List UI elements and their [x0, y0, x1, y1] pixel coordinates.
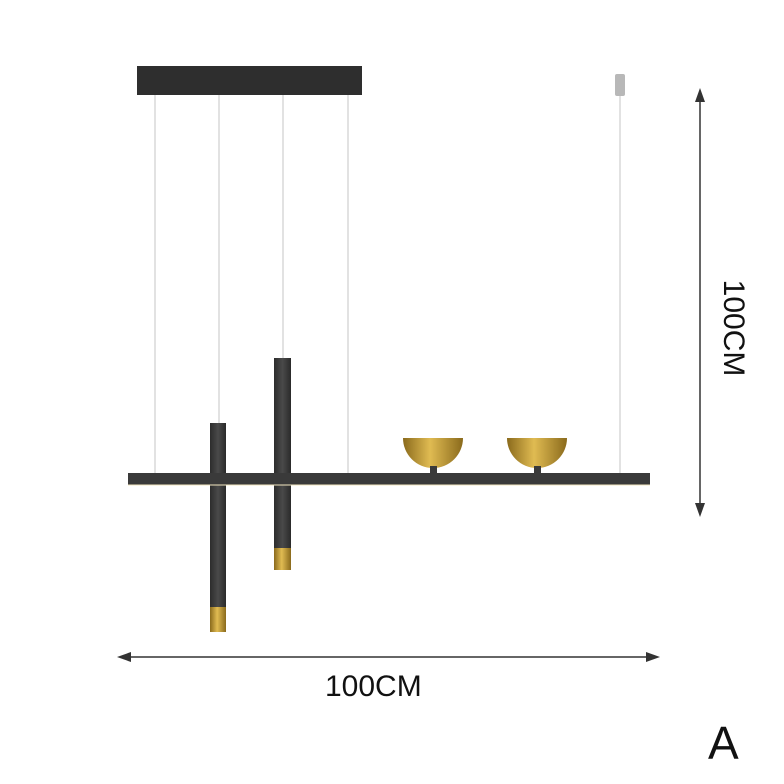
height-dimension-arrow [695, 88, 705, 517]
ceiling-canopy [137, 66, 362, 95]
wire-gripper [615, 74, 625, 96]
brass-bowl-shade [507, 438, 567, 473]
variant-label: A [708, 717, 739, 769]
height-label: 100CM [717, 279, 750, 377]
suspension-wires [154, 95, 621, 473]
width-dimension-arrow [117, 652, 660, 662]
horizontal-bar [128, 473, 650, 485]
tube-pendant-short [210, 423, 226, 632]
brass-bowl-shade [403, 438, 463, 473]
tube-pendant-long [274, 358, 291, 570]
width-label: 100CM [325, 670, 422, 703]
